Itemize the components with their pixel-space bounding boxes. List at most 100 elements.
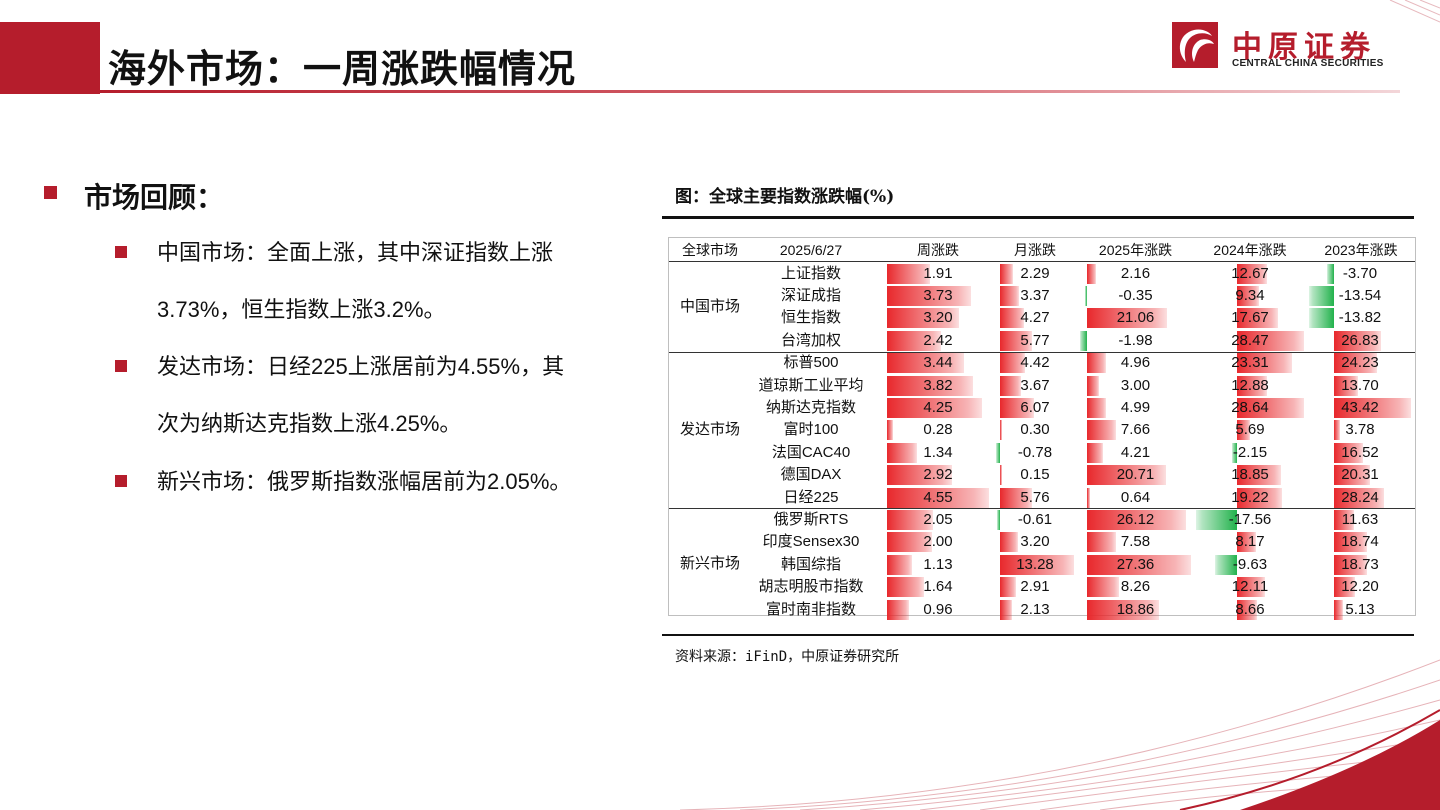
positive-bar (1333, 509, 1355, 530)
positive-bar (887, 420, 894, 441)
value-cell: 18.85 (1231, 466, 1269, 484)
bullet-square-icon (115, 360, 127, 372)
positive-bar (1087, 465, 1166, 486)
positive-bar (1087, 599, 1159, 620)
positive-bar (1087, 532, 1117, 553)
value-cell: -0.61 (1017, 510, 1053, 528)
bullet-line: 3.73%，恒生指数上涨3.2%。 (157, 297, 446, 322)
index-name: 富时100 (783, 421, 839, 439)
value-cell: 27.36 (1116, 555, 1155, 573)
value-cell: -1.98 (1118, 331, 1153, 349)
positive-bar (1000, 397, 1034, 418)
positive-bar (1333, 532, 1368, 553)
index-name: 韩国综指 (780, 555, 841, 573)
value-cell: -13.54 (1338, 286, 1382, 304)
positive-bar (887, 442, 918, 463)
positive-bar (887, 397, 983, 418)
value-cell: 4.25 (923, 398, 953, 416)
value-cell: 5.76 (1020, 488, 1050, 506)
value-cell: 0.15 (1020, 466, 1050, 484)
value-cell: 3.67 (1020, 376, 1050, 394)
negative-bar (1214, 554, 1238, 575)
value-cell: -9.63 (1232, 555, 1268, 573)
positive-bar (1237, 420, 1251, 441)
value-cell: 6.07 (1020, 398, 1050, 416)
value-cell: 0.28 (923, 421, 953, 439)
positive-bar (887, 308, 959, 329)
positive-bar (1237, 375, 1268, 396)
positive-bar (1087, 509, 1187, 530)
value-cell: 8.26 (1120, 578, 1151, 596)
table-header-cell: 月涨跌 (1014, 242, 1056, 258)
value-cell: 4.55 (923, 488, 953, 506)
positive-bar (1237, 532, 1257, 553)
value-cell: 2.13 (1020, 600, 1050, 618)
positive-bar (1333, 465, 1370, 486)
value-cell: 4.42 (1020, 354, 1050, 372)
corner-decoration-top (1389, 0, 1440, 23)
value-cell: -2.15 (1232, 443, 1268, 461)
positive-bar (1087, 397, 1107, 418)
positive-bar (1333, 397, 1411, 418)
bullet-line: 发达市场：日经225上涨居前为4.55%，其 (157, 354, 565, 379)
value-cell: 1.91 (923, 264, 953, 282)
positive-bar (1237, 330, 1304, 351)
value-cell: 3.82 (923, 376, 953, 394)
logo-chinese-text: 中原证券 (1232, 30, 1376, 65)
positive-bar (1333, 487, 1384, 508)
index-name: 纳斯达克指数 (765, 398, 856, 416)
value-cell: 2.42 (923, 331, 953, 349)
positive-bar (1087, 308, 1168, 329)
index-name: 印度Sensex30 (762, 533, 860, 551)
positive-bar (887, 487, 989, 508)
positive-bar (1333, 353, 1377, 374)
value-cell: 20.31 (1341, 466, 1379, 484)
negative-bar (1327, 263, 1334, 284)
value-cell: 16.52 (1341, 443, 1379, 461)
value-cell: -17.56 (1228, 510, 1272, 528)
positive-bar (1000, 599, 1013, 620)
value-cell: 18.73 (1341, 555, 1379, 573)
index-name: 法国CAC40 (771, 443, 851, 461)
positive-bar (887, 577, 924, 598)
positive-bar (1000, 532, 1019, 553)
bullet-emerging: 新兴市场：俄罗斯指数涨幅居前为2.05%。 (157, 453, 637, 510)
value-cell: 43.42 (1341, 398, 1379, 416)
positive-bar (1000, 285, 1019, 306)
index-change-table: 全球市场 2025/6/27 周涨跌 月涨跌 2025年涨跌 2024年涨跌 2023年涨跌… (668, 237, 1416, 620)
positive-bar (1000, 308, 1024, 329)
value-cell: 2.29 (1020, 264, 1050, 282)
group-separator (669, 351, 1415, 353)
positive-bar (1087, 487, 1090, 508)
positive-bar (1237, 397, 1304, 418)
positive-bar (1087, 554, 1191, 575)
positive-bar (887, 599, 909, 620)
table-header-cell: 2025年涨跌 (1098, 242, 1173, 258)
value-cell: 8.66 (1235, 600, 1265, 618)
value-cell: -0.35 (1118, 286, 1153, 304)
positive-bar (1000, 554, 1074, 575)
positive-bar (1000, 577, 1017, 598)
review-heading: 市场回顾： (84, 182, 225, 213)
positive-bar (1237, 465, 1282, 486)
value-cell: 23.31 (1231, 354, 1269, 372)
value-cell: 2.91 (1020, 578, 1050, 596)
value-cell: 21.06 (1116, 309, 1155, 327)
bullet-line: 新兴市场：俄罗斯指数涨幅居前为2.05%。 (157, 469, 572, 494)
value-cell: 4.21 (1120, 443, 1151, 461)
positive-bar (1333, 420, 1341, 441)
value-cell: 1.64 (923, 578, 953, 596)
value-cell: 3.78 (1345, 421, 1375, 439)
value-cell: 3.00 (1120, 376, 1151, 394)
corner-decoration-bottom (680, 659, 1440, 810)
positive-bar (1333, 554, 1367, 575)
positive-bar (887, 554, 913, 575)
value-cell: 19.22 (1231, 488, 1269, 506)
positive-bar (887, 330, 942, 351)
value-cell: 1.34 (923, 443, 953, 461)
bullet-square-icon (44, 186, 57, 199)
market-group-label: 发达市场 (679, 420, 740, 438)
bullet-line: 中国市场：全面上涨，其中深证指数上涨 (157, 240, 554, 265)
index-name: 富时南非指数 (765, 600, 856, 618)
positive-bar (1000, 263, 1014, 284)
